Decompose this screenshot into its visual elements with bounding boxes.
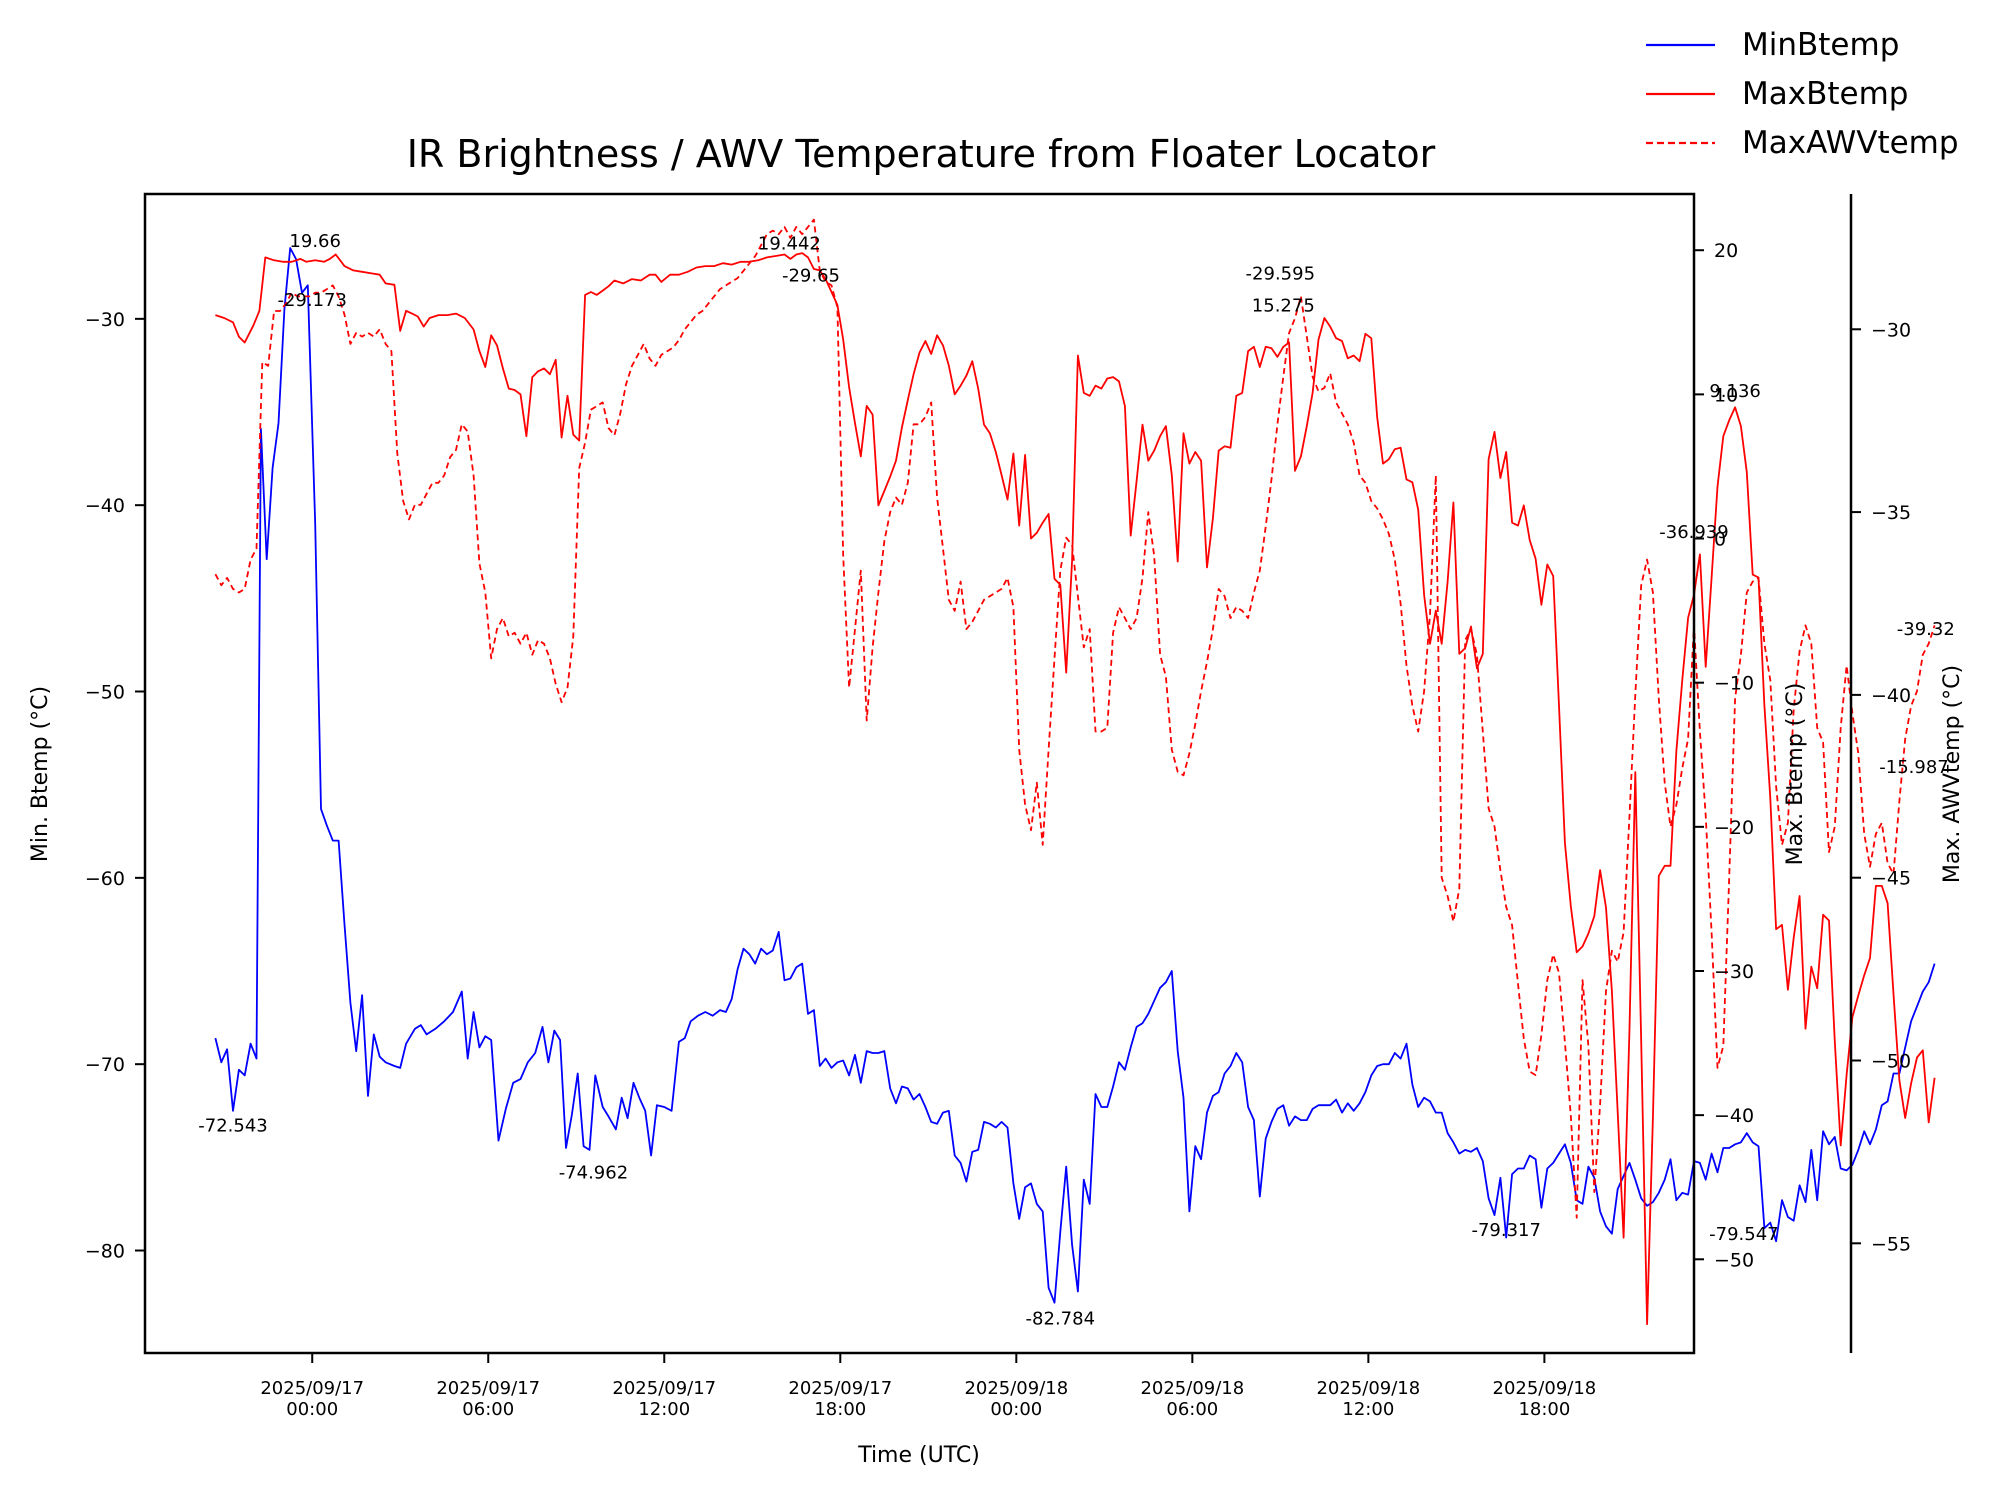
x-tick-date: 2025/09/17 [260,1378,364,1399]
x-tick-label: 2025/09/17 18:00 [788,1378,892,1420]
annotation-label: -29.65 [782,266,840,287]
y-tick-label-min: −30 [85,309,125,331]
y-tick-label-awv: −40 [1871,685,1911,707]
x-tick-date: 2025/09/18 [1316,1378,1420,1399]
data-annotations: 19.66 -29.173 -72.543 19.442 -29.65 -74.962 -8… [198,231,1955,1329]
y-tick-label-awv: −55 [1871,1233,1911,1255]
annotation-label: 19.66 [289,231,341,252]
y-tick-label-max: 0 [1714,529,1726,551]
annotation-label: -74.962 [559,1163,628,1184]
x-tick-time: 00:00 [990,1399,1042,1420]
annotation-label: -15.987 [1879,757,1948,778]
x-tick-time: 12:00 [638,1399,690,1420]
series-line-maxbtemp [215,252,1936,1326]
annotation-label: -72.543 [198,1116,267,1137]
x-tick-label: 2025/09/17 12:00 [612,1378,716,1420]
x-tick-date: 2025/09/17 [436,1378,540,1399]
y-tick-label-min: −50 [85,682,125,704]
x-tick-label: 2025/09/17 06:00 [436,1378,540,1420]
y-tick-label-max: −20 [1714,817,1754,839]
y-tick-label-awv: −35 [1871,502,1911,524]
y-tick-label-max: −50 [1714,1249,1754,1271]
annotation-label: -79.317 [1471,1220,1540,1241]
x-tick-time: 18:00 [814,1399,866,1420]
chart-title: IR Brightness / AWV Temperature from Flo… [407,132,1436,176]
x-tick-date: 2025/09/17 [788,1378,892,1399]
y-tick-label-min: −40 [85,495,125,517]
x-tick-time: 06:00 [462,1399,514,1420]
y-tick-label-awv: −50 [1871,1051,1911,1073]
x-tick-label: 2025/09/17 00:00 [260,1378,364,1420]
series-lines [214,218,1936,1326]
x-tick-time: 06:00 [1166,1399,1218,1420]
y-tick-label-max: −40 [1714,1105,1754,1127]
y-tick-label-min: −60 [85,868,125,890]
x-axis-label: Time (UTC) [857,1443,980,1468]
x-tick-time: 12:00 [1342,1399,1394,1420]
annotation-label: -82.784 [1026,1308,1095,1329]
y-tick-label-max: 10 [1714,384,1738,406]
annotation-label: -79.547 [1709,1224,1778,1245]
annotation-label: 9.136 [1709,381,1761,402]
x-tick-date: 2025/09/17 [612,1378,716,1399]
legend-label-maxbtemp: MaxBtemp [1742,76,1908,112]
series-line-maxawvtemp [214,218,1936,1219]
legend-label-minbtemp: MinBtemp [1742,27,1899,63]
x-tick-label: 2025/09/18 18:00 [1493,1378,1597,1420]
x-tick-label: 2025/09/18 06:00 [1140,1378,1244,1420]
y-axis-label-max: Max. Btemp (°C) [1783,683,1808,866]
series-line-minbtemp [214,247,1936,1304]
annotation-label: 19.442 [758,233,821,254]
x-tick-time: 18:00 [1518,1399,1570,1420]
legend-label-maxawvtemp: MaxAWVtemp [1742,125,1959,161]
x-tick-label: 2025/09/18 12:00 [1316,1378,1420,1420]
x-tick-date: 2025/09/18 [1140,1378,1244,1399]
x-tick-label: 2025/09/18 00:00 [964,1378,1068,1420]
y-tick-label-max: −30 [1714,961,1754,983]
y-tick-label-min: −70 [85,1054,125,1076]
annotation-label: -29.595 [1246,264,1315,285]
x-tick-date: 2025/09/18 [1493,1378,1597,1399]
y-axis-label-awv: Max. AWVtemp (°C) [1940,665,1965,883]
y-tick-label-awv: −30 [1871,319,1911,341]
x-tick-time: 00:00 [286,1399,338,1420]
x-tick-date: 2025/09/18 [964,1378,1068,1399]
legend: MinBtemp MaxBtemp MaxAWVtemp [1646,27,1959,161]
plot-frame [143,192,1696,1355]
annotation-label: 15.275 [1252,295,1315,316]
y-tick-label-min: −80 [85,1241,125,1263]
y-tick-label-max: −10 [1714,673,1754,695]
y-axis-label-min: Min. Btemp (°C) [28,686,53,862]
y-tick-label-max: 20 [1714,240,1738,262]
annotation-label: -39.32 [1897,619,1955,640]
annotation-label: -29.173 [277,290,346,311]
y-tick-label-awv: −45 [1871,868,1911,890]
